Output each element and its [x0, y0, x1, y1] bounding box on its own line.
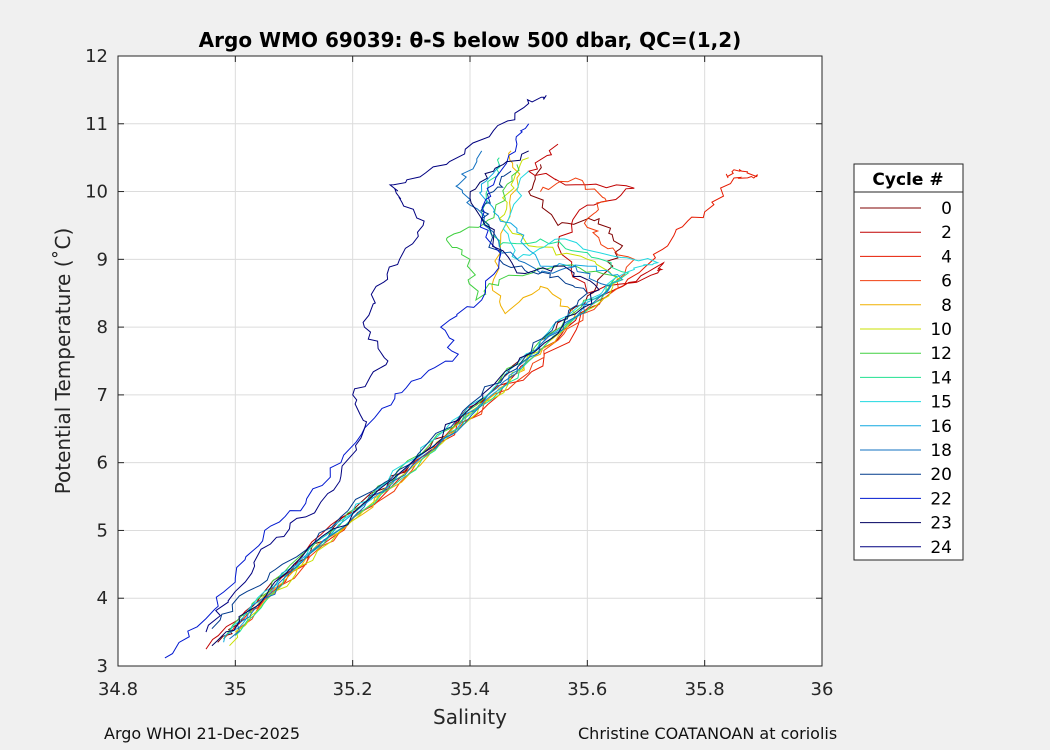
y-tick-label: 9: [97, 249, 108, 270]
legend-label-12: 12: [930, 344, 952, 364]
footer-left: Argo WHOI 21-Dec-2025: [104, 724, 301, 743]
footer-right: Christine COATANOAN at coriolis: [578, 724, 838, 743]
legend-title: Cycle #: [872, 170, 943, 190]
series-line-20: [211, 170, 588, 630]
y-tick-label: 5: [97, 520, 108, 541]
legend-label-20: 20: [930, 465, 952, 485]
legend-label-22: 22: [930, 489, 952, 509]
series-line-24: [205, 95, 547, 633]
legend-label-23: 23: [930, 514, 952, 534]
series-line-4: [223, 168, 758, 640]
ticks: 34.8 35 35.2 35.4 35.6 35.8 36 3 4 5 6 7 8 9 10 11 12: [85, 46, 833, 700]
x-tick-label: 35: [224, 679, 247, 700]
series-line-8: [235, 150, 577, 633]
legend-label-15: 15: [930, 393, 952, 413]
y-tick-label: 10: [85, 182, 108, 203]
y-axis-label: Potential Temperature (˚C): [51, 228, 75, 495]
legend-label-2: 2: [941, 223, 952, 243]
chart-title: Argo WMO 69039: θ-S below 500 dbar, QC=(…: [199, 28, 742, 52]
legend-label-10: 10: [930, 320, 952, 340]
series-layer: [164, 95, 758, 659]
y-tick-label: 4: [97, 588, 108, 609]
legend-label-0: 0: [941, 199, 952, 219]
y-tick-label: 7: [97, 385, 108, 406]
y-tick-label: 6: [97, 453, 108, 474]
legend-box: [853, 163, 964, 561]
x-tick-label: 35.4: [450, 679, 490, 700]
series-line-23: [211, 150, 600, 647]
x-tick-label: 34.8: [98, 679, 138, 700]
legend-label-4: 4: [941, 247, 952, 267]
x-tick-label: 36: [811, 679, 834, 700]
y-tick-label: 3: [97, 656, 108, 677]
legend-label-8: 8: [941, 296, 952, 316]
x-tick-label: 35.8: [685, 679, 725, 700]
legend-label-6: 6: [941, 272, 952, 292]
y-tick-label: 12: [85, 46, 108, 67]
x-tick-label: 35.2: [333, 679, 373, 700]
x-axis-label: Salinity: [433, 705, 507, 729]
legend-label-16: 16: [930, 417, 952, 437]
series-line-22: [164, 123, 530, 659]
legend-label-18: 18: [930, 441, 952, 461]
y-tick-label: 11: [85, 114, 108, 135]
legend-label-24: 24: [930, 538, 952, 558]
series-line-12: [223, 164, 618, 640]
legend-label-14: 14: [930, 368, 952, 388]
y-tick-label: 8: [97, 317, 108, 338]
x-tick-label: 35.6: [567, 679, 607, 700]
series-line-16: [223, 164, 624, 643]
